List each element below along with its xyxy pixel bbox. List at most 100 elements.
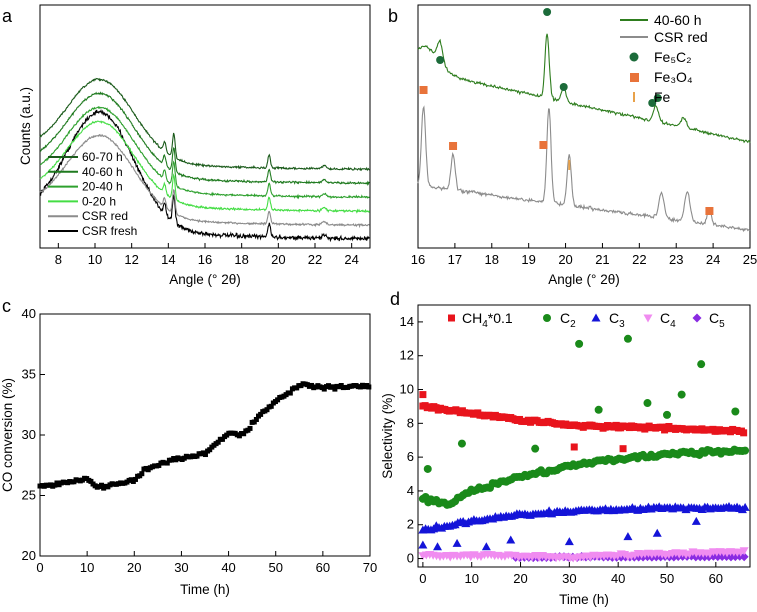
legend-fe-marker xyxy=(633,92,635,102)
x-tick-label: 50 xyxy=(660,571,674,586)
ch4-point xyxy=(740,429,748,437)
x-tick-label: 22 xyxy=(632,252,646,267)
co-conversion-point xyxy=(241,431,247,437)
fe5c2-marker xyxy=(559,83,568,91)
c3-point xyxy=(452,538,462,547)
y-tick-label: 6 xyxy=(407,449,414,464)
co-conversion-point xyxy=(88,478,94,484)
co-conversion-point xyxy=(219,436,225,442)
x-tick-label: 17 xyxy=(448,252,462,267)
panel-letter-b: b xyxy=(388,6,398,26)
panel-letter-c: c xyxy=(2,296,11,316)
c2-point xyxy=(423,464,432,473)
x-tick-label: 0 xyxy=(36,560,43,575)
co-conversion-point xyxy=(207,447,213,453)
x-tick-label: 20 xyxy=(127,560,141,575)
panel-d: 0 10 20 30 40 50 60 0 2 4 6 8 10 12 14 Selectivity (%)… xyxy=(380,304,751,607)
panel-letter-d: d xyxy=(390,289,400,309)
panel-letter-a: a xyxy=(2,6,13,26)
y-tick-label: 35 xyxy=(22,367,36,382)
x-tick-label: 24 xyxy=(706,252,720,267)
x-tick-label: 12 xyxy=(124,252,138,267)
x-tick-label: 18 xyxy=(485,252,499,267)
x-tick-label: 14 xyxy=(161,252,175,267)
panel-a: 8 10 12 14 16 18 20 22 24 Counts (a.u.) Angle (°… xyxy=(18,4,371,287)
co-conversion-point xyxy=(264,407,270,413)
x-tick-label: 70 xyxy=(363,560,377,575)
x-tick-label: 21 xyxy=(595,252,609,267)
c2-point xyxy=(531,444,540,453)
legend-label: CSR red xyxy=(654,29,708,45)
ch4-point xyxy=(570,443,578,451)
y-tick-label: 8 xyxy=(407,415,414,430)
panel-a-xlabel: Angle (° 2θ) xyxy=(169,272,240,287)
panel-b-frame xyxy=(417,4,751,249)
c3-point xyxy=(623,532,633,541)
co-conversion-point xyxy=(139,471,145,477)
c3-point xyxy=(691,516,701,525)
legend-label: Fe₃O₄ xyxy=(654,69,693,85)
legend-c4-marker xyxy=(643,314,653,323)
co-conversion-point xyxy=(253,416,259,422)
co-conversion-point xyxy=(215,439,221,445)
fe-marker xyxy=(568,160,571,170)
x-tick-label: 16 xyxy=(411,252,425,267)
c3-point xyxy=(418,540,428,549)
c2-point xyxy=(677,390,686,399)
y-tick-label: 2 xyxy=(407,517,414,532)
pattern-line-40-60h xyxy=(417,33,751,144)
c3-point xyxy=(433,542,443,551)
fe3o4-marker xyxy=(449,142,458,150)
pattern-line-csr-red xyxy=(417,105,751,233)
x-tick-label: 22 xyxy=(308,252,322,267)
legend-c5-marker xyxy=(692,313,702,323)
x-tick-label: 23 xyxy=(669,252,683,267)
legend-fe3o4-marker xyxy=(630,73,639,82)
panel-c: 0 10 20 30 40 50 60 70 20 25 30 35 40 CO conversion … xyxy=(0,306,377,597)
legend-label: Fe xyxy=(654,89,671,105)
fe5c2-marker xyxy=(648,99,657,107)
c2-point xyxy=(594,405,603,414)
legend-label: CSR red xyxy=(82,209,128,223)
co-conversion-point xyxy=(164,460,170,466)
x-tick-label: 50 xyxy=(268,560,282,575)
x-tick-label: 10 xyxy=(464,571,478,586)
legend-c2-marker xyxy=(543,314,551,322)
legend-label: 40-60 h xyxy=(82,165,123,179)
legend-label: CSR fresh xyxy=(82,224,137,238)
panel-d-frame xyxy=(417,304,751,568)
ch4-point xyxy=(419,391,427,399)
co-conversion-point xyxy=(287,390,293,396)
panel-a-ylabel: Counts (a.u.) xyxy=(18,87,33,165)
c2-point xyxy=(663,410,671,419)
y-tick-label: 25 xyxy=(22,488,36,503)
y-tick-label: 40 xyxy=(22,306,36,321)
c3-point xyxy=(564,537,574,546)
panel-d-xlabel: Time (h) xyxy=(559,592,609,607)
x-tick-label: 16 xyxy=(198,252,212,267)
pattern-line-csr-fresh xyxy=(39,109,370,243)
ch4-point xyxy=(619,445,627,453)
panel-c-xlabel: Time (h) xyxy=(180,582,230,597)
panel-c-frame xyxy=(39,313,371,557)
x-tick-label: 24 xyxy=(344,252,358,267)
pattern-line-20-40-h xyxy=(39,106,370,200)
panel-d-ylabel: Selectivity (%) xyxy=(380,393,395,479)
x-tick-label: 10 xyxy=(80,560,94,575)
co-conversion-point xyxy=(132,476,138,482)
y-tick-label: 10 xyxy=(400,382,414,397)
c3-point xyxy=(652,528,662,537)
legend-c3-marker xyxy=(591,313,601,322)
panel-b-xlabel: Angle (° 2θ) xyxy=(548,272,619,287)
c2-point xyxy=(643,399,652,408)
c2-point xyxy=(457,439,466,448)
legend-label: Fe₅C₂ xyxy=(654,49,692,65)
fe5c2-marker xyxy=(543,8,552,16)
co-conversion-point xyxy=(202,452,208,458)
c3-point xyxy=(481,542,491,551)
x-tick-label: 0 xyxy=(419,571,426,586)
fe5c2-marker xyxy=(653,94,662,102)
x-tick-label: 40 xyxy=(221,560,235,575)
legend-label: 40-60 h xyxy=(654,12,701,28)
c2-point xyxy=(623,334,632,343)
